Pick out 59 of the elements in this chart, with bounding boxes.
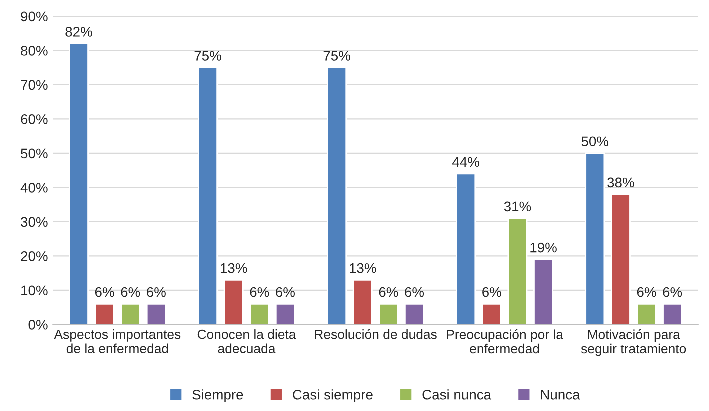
bar — [327, 67, 348, 325]
data-label: 38% — [608, 178, 634, 188]
y-tick-label: 20% — [21, 252, 48, 262]
data-label: 6% — [95, 287, 114, 298]
x-tick-label: Conocen la dieta adecuada — [198, 330, 296, 354]
legend-label: Casi nunca — [422, 390, 492, 400]
data-label: 31% — [504, 202, 532, 212]
bar — [534, 258, 554, 325]
bar — [352, 279, 373, 325]
data-label: 6% — [663, 287, 682, 298]
data-label: 6% — [379, 287, 398, 298]
bar — [636, 303, 657, 325]
bar — [68, 43, 89, 325]
legend-label: Siempre — [192, 390, 244, 403]
legend-label: Nunca — [541, 390, 580, 400]
y-tick-label: 10% — [22, 286, 48, 296]
data-label: 13% — [350, 263, 376, 274]
y-tick-label: 80% — [21, 46, 48, 56]
bar — [585, 152, 606, 325]
x-tick-label: Resolución de dudas — [315, 329, 437, 340]
y-tick-label: 40% — [20, 183, 48, 193]
data-label: 75% — [194, 51, 222, 61]
x-tick-label: Aspectos importantes de la enfermedad — [54, 330, 181, 354]
data-label: 44% — [452, 157, 480, 168]
bar — [94, 303, 115, 325]
data-label: 6% — [147, 287, 166, 298]
bar — [404, 303, 424, 325]
bar — [146, 303, 166, 325]
y-tick-label: 50% — [21, 148, 48, 159]
x-tick-label: Preocupación por la enfermedad — [447, 330, 564, 354]
bar — [250, 303, 270, 325]
data-label: 50% — [582, 136, 609, 147]
y-tick-label: 90% — [21, 12, 48, 22]
data-label: 75% — [324, 51, 350, 61]
data-label: 6% — [405, 287, 424, 298]
data-label: 13% — [220, 263, 248, 274]
data-label: 6% — [482, 287, 502, 298]
data-label: 6% — [250, 287, 270, 298]
y-tick-label: 60% — [21, 114, 48, 124]
bar — [275, 303, 296, 325]
legend-label: Casi siempre — [293, 390, 373, 403]
bar — [508, 218, 528, 325]
bar — [662, 303, 683, 325]
bar — [224, 279, 244, 325]
bar — [378, 303, 399, 325]
y-tick-label: 30% — [21, 217, 48, 228]
x-tick-label: Motivación para seguir tratamiento — [581, 330, 686, 356]
data-label: 19% — [530, 242, 557, 253]
data-label: 6% — [121, 287, 140, 298]
bar — [456, 173, 476, 325]
data-label: 6% — [637, 287, 656, 298]
data-label: 82% — [66, 27, 92, 37]
bar — [482, 303, 502, 325]
y-tick-label: 70% — [21, 80, 48, 90]
data-label: 6% — [276, 287, 295, 298]
y-tick-label: 0% — [28, 320, 48, 330]
bar — [120, 303, 141, 325]
bar — [198, 67, 218, 325]
bar — [610, 194, 631, 325]
